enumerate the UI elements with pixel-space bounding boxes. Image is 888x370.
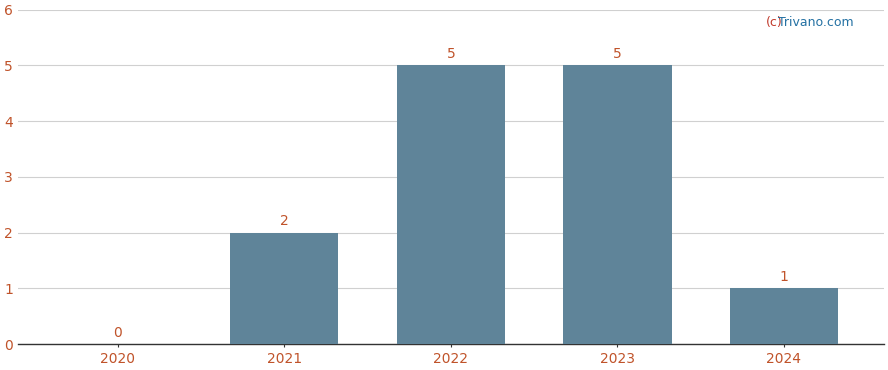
Bar (230, 233, 338, 344)
Text: 5: 5 (447, 47, 456, 61)
Text: 5: 5 (613, 47, 622, 61)
Text: Trivano.com: Trivano.com (778, 16, 853, 28)
Text: 0: 0 (114, 326, 123, 340)
Bar (563, 65, 671, 344)
Text: (c): (c) (765, 16, 782, 28)
Text: 2: 2 (280, 214, 289, 228)
Bar (730, 289, 838, 344)
Bar (397, 65, 505, 344)
Text: 1: 1 (780, 270, 789, 284)
